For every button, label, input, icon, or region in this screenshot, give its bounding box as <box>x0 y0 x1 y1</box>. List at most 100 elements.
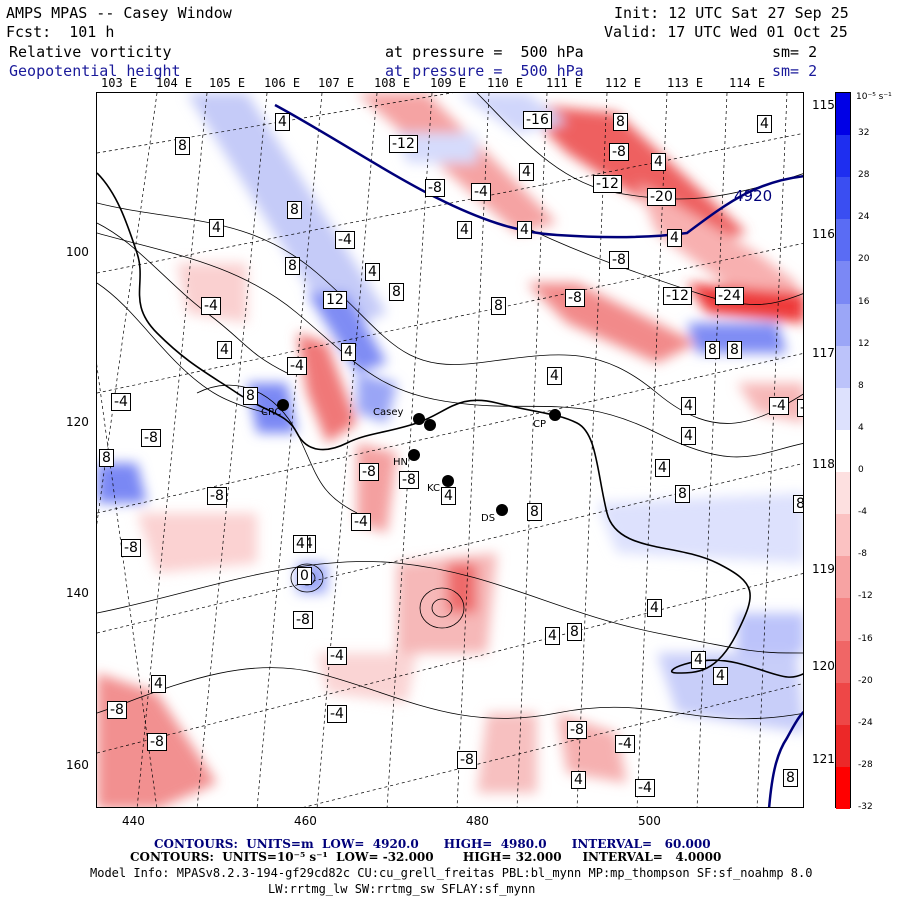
field-2-pressure: at pressure = 500 hPa <box>385 62 584 80</box>
colorbar-tick-label: -12 <box>858 591 873 602</box>
lon-label: 107 E <box>318 76 355 90</box>
map-panel[interactable]: 4 8 -12 -16 8 -8 4 -12 -20 4 -8 -4 4 4 4… <box>96 92 804 808</box>
colorbar-segment <box>836 472 850 515</box>
contour-label: -8 <box>207 487 227 505</box>
contour-label: -8 <box>359 463 379 481</box>
lon-label: 108 E <box>374 76 411 90</box>
contour-label: 4 <box>441 487 456 505</box>
colorbar-segment <box>836 345 850 389</box>
colorbar-tick-label: 20 <box>858 254 870 265</box>
station-marker[interactable] <box>496 504 508 516</box>
colorbar-segment <box>836 766 850 810</box>
contour-label: 4 <box>519 163 534 181</box>
contour-label: 8 <box>783 769 798 787</box>
contour-label: 8 <box>243 387 258 405</box>
contour-label: -8 <box>609 251 629 269</box>
y-tick-label: 140 <box>66 586 89 600</box>
lon-label: 110 E <box>487 76 524 90</box>
colorbar-tick-label: 32 <box>858 128 870 139</box>
contour-label: 4 <box>365 263 380 281</box>
contour-label: 8 <box>675 485 690 503</box>
contour-label: -8 <box>141 429 161 447</box>
station-marker[interactable] <box>549 409 561 421</box>
colorbar-segment <box>836 387 850 431</box>
contour-label: -8 <box>107 701 127 719</box>
station-marker[interactable] <box>413 413 425 425</box>
colorbar-segment <box>836 598 850 642</box>
contour-label: -12 <box>593 175 622 193</box>
contour-label: 8 <box>613 113 628 131</box>
lon-label: 105 E <box>209 76 246 90</box>
colorbar-tick-label: -8 <box>858 549 867 560</box>
y-tick-label: 160 <box>66 758 89 772</box>
colorbar <box>835 92 851 810</box>
model-info-cont: LW:rrtmg_lw SW:rrtmg_sw SFLAY:sf_mynn <box>268 882 536 896</box>
contour-label: 8 <box>793 495 803 513</box>
contour-label: -8 <box>609 143 629 161</box>
station-label: DS <box>481 513 496 524</box>
contour-label: 4 <box>517 221 532 239</box>
field-1-smoothing: sm= 2 <box>772 43 818 61</box>
model-info: Model Info: MPASv8.2.3-194-gf29cd82c CU:… <box>90 866 813 880</box>
contour-label: -4 <box>351 513 371 531</box>
plot-title: AMPS MPAS -- Casey Window <box>6 4 232 22</box>
colorbar-tick-label: -20 <box>858 675 873 686</box>
contour-label: -24 <box>715 287 744 305</box>
station-label: CP <box>533 419 547 430</box>
vorticity-contours <box>97 93 803 720</box>
contour-label: -4 <box>111 393 131 411</box>
init-time: Init: 12 UTC Sat 27 Sep 25 <box>614 4 849 22</box>
contour-label: 4 <box>151 675 166 693</box>
x-tick-label: 460 <box>294 814 317 828</box>
x-tick-label: 500 <box>638 814 661 828</box>
colorbar-units: 10⁻⁵ s⁻¹ <box>856 92 892 102</box>
contour-label: -4 <box>615 735 635 753</box>
contour-label: -4 <box>471 183 491 201</box>
colorbar-segment <box>836 93 850 136</box>
colorbar-tick-label: -24 <box>858 717 873 728</box>
contour-label: 8 <box>705 341 720 359</box>
contour-label: 4 <box>757 115 772 133</box>
contour-label: 4 <box>341 343 356 361</box>
colorbar-segment <box>836 514 850 557</box>
contour-label: -4 <box>327 705 347 723</box>
station-marker[interactable] <box>277 399 289 411</box>
lon-label: 109 E <box>430 76 467 90</box>
contour-label: 4 <box>667 229 682 247</box>
contour-label: -8 <box>293 611 313 629</box>
contour-label: 4 <box>681 397 696 415</box>
y-tick-label: 120 <box>66 415 89 429</box>
lon-label: 112 E <box>605 76 642 90</box>
station-marker[interactable] <box>408 449 420 461</box>
contour-label: 8 <box>727 341 742 359</box>
contour-label: 8 <box>99 449 114 467</box>
contour-label: 8 <box>285 257 300 275</box>
lon-label: 103 E <box>101 76 138 90</box>
contour-label: -4 <box>201 297 221 315</box>
contour-label: 4 <box>209 219 224 237</box>
colorbar-segment <box>836 556 850 599</box>
contour-label: 4 <box>681 427 696 445</box>
contour-label: 0 <box>297 567 312 585</box>
contour-label: -8 <box>147 733 167 751</box>
height-contour-info: CONTOURS: UNITS=m LOW= 4920.0 HIGH= 4980… <box>154 837 711 851</box>
station-label: HN <box>393 457 408 468</box>
colorbar-tick-label: 24 <box>858 212 870 223</box>
y-tick-label: 100 <box>66 245 89 259</box>
x-tick-label: 440 <box>122 814 145 828</box>
valid-time: Valid: 17 UTC Wed 01 Oct 25 <box>604 23 848 41</box>
height-contours <box>274 103 803 807</box>
station-marker[interactable] <box>424 419 436 431</box>
contour-label: -8 <box>399 471 419 489</box>
lon-label: 104 E <box>156 76 193 90</box>
colorbar-tick-label: 28 <box>858 170 870 181</box>
station-marker[interactable] <box>442 475 454 487</box>
contour-label: -8 <box>457 751 477 769</box>
vorticity-contour-info: CONTOURS: UNITS=10⁻⁵ s⁻¹ LOW= -32.000 HI… <box>130 850 722 864</box>
contour-label: 4 <box>275 113 290 131</box>
contour-label: 4 <box>217 341 232 359</box>
contour-label: -12 <box>663 287 692 305</box>
contour-label: 4 <box>545 627 560 645</box>
contour-label: 4 <box>457 221 472 239</box>
height-contour-label: 4920 <box>734 187 773 205</box>
